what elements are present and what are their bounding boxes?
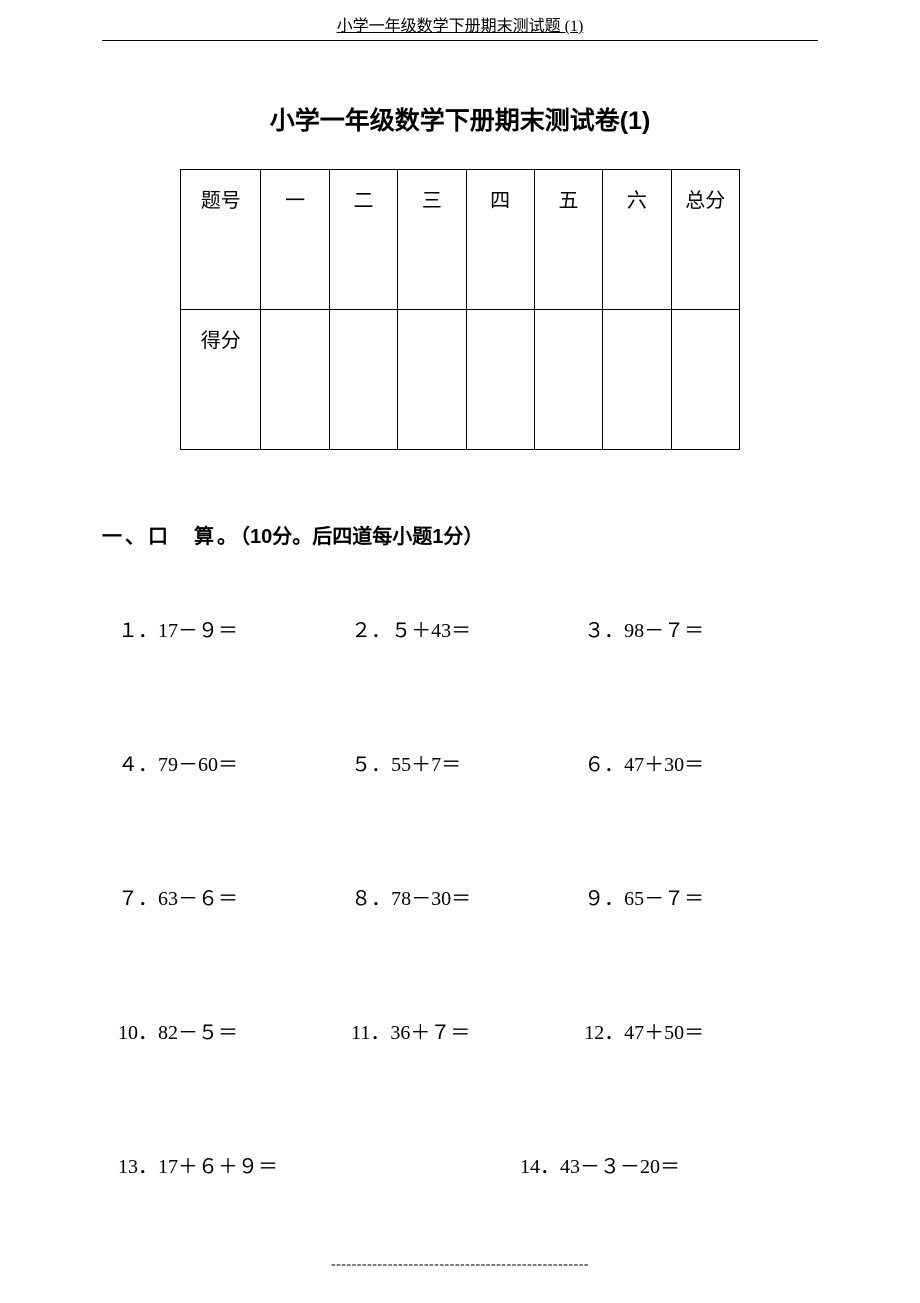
problem-item: ３．98－７＝ [584,614,817,643]
section-heading-detail: （10分。后四道每小题1分） [240,526,483,548]
problem-item: ７．63－６＝ [118,882,351,911]
problem-item: ６．47＋30＝ [584,748,817,777]
table-cell-empty [603,310,671,450]
page-content: 小学一年级数学下册期末测试卷(1) 题号 一 二 三 四 五 六 总分 得分 一… [0,41,920,1179]
table-cell: 五 [534,170,602,310]
table-cell: 总分 [671,170,739,310]
score-table: 题号 一 二 三 四 五 六 总分 得分 [180,169,740,450]
problem-row: ７．63－６＝ ８．78－30＝ ９．65－７＝ [118,882,818,911]
problem-item: ４．79－60＝ [118,748,351,777]
problem-row: ４．79－60＝ ５．55＋7＝ ６．47＋30＝ [118,748,818,777]
problem-item: 12．47＋50＝ [584,1016,817,1045]
problem-item: ９．65－７＝ [584,882,817,911]
problem-item: ２．５＋43＝ [351,614,584,643]
table-cell-empty [261,310,329,450]
table-cell: 二 [329,170,397,310]
table-cell: 一 [261,170,329,310]
problem-item: 11．36＋７＝ [351,1016,584,1045]
table-row: 题号 一 二 三 四 五 六 总分 [181,170,740,310]
problem-row: 10．82－５＝ 11．36＋７＝ 12．47＋50＝ [118,1016,818,1045]
problem-item: １．17－９＝ [118,614,351,643]
problems-container: １．17－９＝ ２．５＋43＝ ３．98－７＝ ４．79－60＝ ５．55＋7＝… [102,614,818,1179]
table-cell-label: 题号 [181,170,261,310]
table-cell-empty [466,310,534,450]
section-heading-prefix: 一、口 算。 [102,526,240,548]
problem-item: ５．55＋7＝ [351,748,584,777]
table-row: 得分 [181,310,740,450]
page-title: 小学一年级数学下册期末测试卷(1) [102,101,818,137]
table-cell: 三 [398,170,466,310]
problem-item: ８．78－30＝ [351,882,584,911]
section-heading: 一、口 算。（10分。后四道每小题1分） [102,520,818,549]
table-cell-label: 得分 [181,310,261,450]
table-cell: 六 [603,170,671,310]
table-cell-empty [329,310,397,450]
table-cell: 四 [466,170,534,310]
table-cell-empty [534,310,602,450]
problem-row: 13．17＋６＋９＝ 14．43－３－20＝ [118,1150,818,1179]
problem-row: １．17－９＝ ２．５＋43＝ ３．98－７＝ [118,614,818,643]
table-cell-empty [671,310,739,450]
problem-item: 14．43－３－20＝ [468,1150,818,1179]
footer-dashes: ----------------------------------------… [0,1257,920,1273]
running-header: 小学一年级数学下册期末测试题 (1) [0,0,920,36]
problem-item: 10．82－５＝ [118,1016,351,1045]
problem-item: 13．17＋６＋９＝ [118,1150,468,1179]
table-cell-empty [398,310,466,450]
